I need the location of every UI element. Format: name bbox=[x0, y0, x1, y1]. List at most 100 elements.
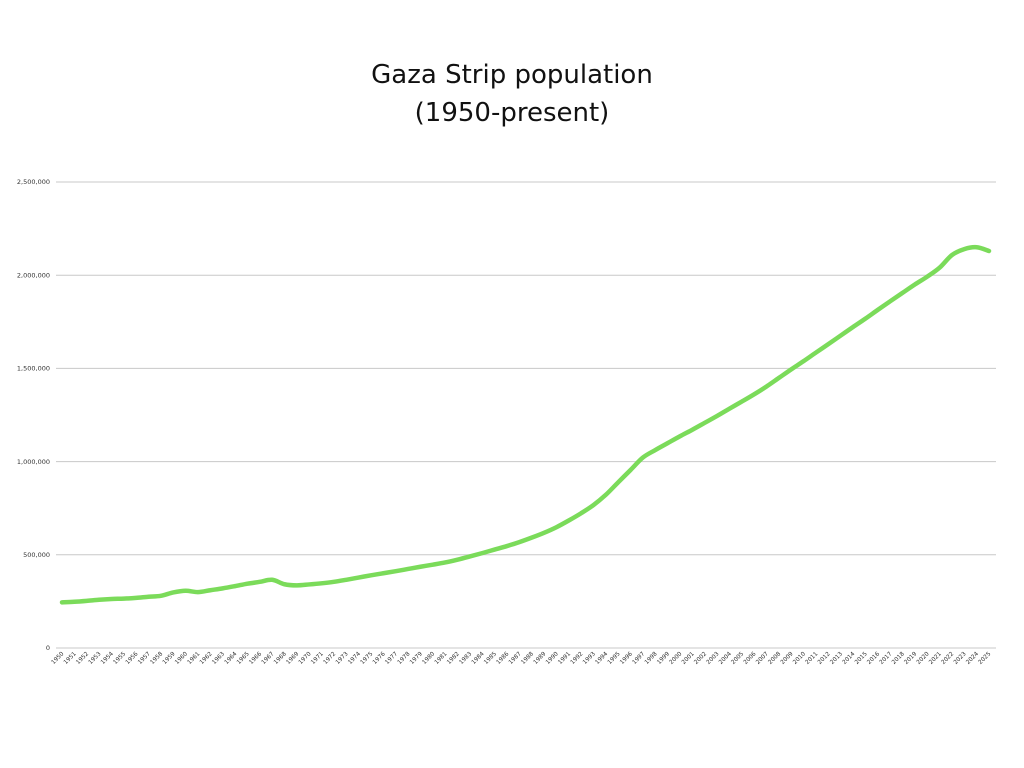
x-tick-label: 1959 bbox=[162, 651, 177, 666]
x-tick-label: 2006 bbox=[743, 651, 758, 666]
x-tick-label: 1957 bbox=[137, 651, 152, 666]
data-point-2024 bbox=[975, 245, 979, 249]
data-point-1991 bbox=[567, 519, 571, 523]
x-tick-label: 1997 bbox=[632, 651, 647, 666]
data-point-1998 bbox=[653, 448, 657, 452]
x-tick-label: 1990 bbox=[545, 651, 560, 666]
series-layer bbox=[59, 244, 992, 605]
x-tick-label: 2011 bbox=[805, 651, 820, 666]
data-point-1953 bbox=[97, 598, 101, 602]
x-tick-label: 2010 bbox=[792, 651, 807, 666]
data-point-1986 bbox=[505, 544, 509, 548]
x-tick-label: 1970 bbox=[298, 651, 313, 666]
data-point-2015 bbox=[863, 317, 867, 321]
data-point-1982 bbox=[456, 558, 460, 562]
data-point-2021 bbox=[938, 266, 942, 270]
y-tick-label: 1,000,000 bbox=[17, 458, 50, 466]
x-tick-label: 1972 bbox=[323, 651, 338, 666]
data-point-1981 bbox=[443, 560, 447, 564]
x-tick-label: 2002 bbox=[693, 651, 708, 666]
data-point-1971 bbox=[320, 581, 324, 585]
data-point-1974 bbox=[357, 576, 361, 580]
x-tick-label: 2001 bbox=[681, 651, 696, 666]
data-point-1989 bbox=[542, 531, 546, 535]
data-point-1968 bbox=[282, 582, 286, 586]
x-tick-label: 2000 bbox=[669, 651, 684, 666]
data-point-2004 bbox=[727, 407, 731, 411]
x-tick-label: 1960 bbox=[174, 651, 189, 666]
x-tick-label: 1977 bbox=[384, 651, 399, 666]
x-tick-label: 2004 bbox=[718, 651, 733, 666]
x-tick-label: 1992 bbox=[570, 651, 585, 666]
data-point-2010 bbox=[802, 359, 806, 363]
data-point-1963 bbox=[221, 586, 225, 590]
x-tick-label: 1962 bbox=[199, 651, 214, 666]
data-point-1995 bbox=[616, 480, 620, 484]
data-point-1994 bbox=[604, 493, 608, 497]
data-point-1990 bbox=[554, 525, 558, 529]
data-point-1966 bbox=[258, 580, 262, 584]
data-point-1951 bbox=[72, 600, 76, 604]
data-point-1972 bbox=[332, 580, 336, 584]
x-tick-label: 1984 bbox=[471, 651, 486, 666]
data-point-2022 bbox=[950, 253, 954, 257]
data-point-1977 bbox=[394, 569, 398, 573]
data-point-1956 bbox=[134, 596, 138, 600]
data-point-1969 bbox=[295, 583, 299, 587]
data-point-1976 bbox=[381, 571, 385, 575]
data-point-2001 bbox=[690, 428, 694, 432]
data-point-1961 bbox=[196, 590, 200, 594]
x-tick-label: 1983 bbox=[459, 651, 474, 666]
data-point-2000 bbox=[678, 434, 682, 438]
x-tick-label: 2022 bbox=[941, 651, 956, 666]
x-tick-label: 1989 bbox=[533, 651, 548, 666]
x-tick-label: 1987 bbox=[508, 651, 523, 666]
x-tick-label: 1953 bbox=[88, 651, 103, 666]
x-tick-label: 1973 bbox=[335, 651, 350, 666]
x-tick-label: 1979 bbox=[409, 651, 424, 666]
x-tick-label: 1966 bbox=[248, 651, 263, 666]
x-tick-label: 1958 bbox=[150, 651, 165, 666]
data-point-2002 bbox=[703, 421, 707, 425]
data-point-1967 bbox=[270, 578, 274, 582]
x-tick-label: 2008 bbox=[768, 651, 783, 666]
chart-title: Gaza Strip population (1950-present) bbox=[0, 56, 1024, 132]
x-tick-label: 1993 bbox=[582, 651, 597, 666]
x-tick-label: 1963 bbox=[211, 651, 226, 666]
data-point-1965 bbox=[245, 582, 249, 586]
x-tick-label: 2021 bbox=[928, 651, 943, 666]
chart-title-line-2: (1950-present) bbox=[414, 98, 610, 128]
x-tick-label: 1954 bbox=[100, 651, 115, 666]
data-point-1975 bbox=[369, 573, 373, 577]
data-point-1983 bbox=[468, 554, 472, 558]
data-point-1955 bbox=[122, 597, 126, 601]
data-point-1979 bbox=[418, 565, 422, 569]
x-tick-label: 1976 bbox=[372, 651, 387, 666]
x-tick-label: 2014 bbox=[842, 651, 857, 666]
data-point-1950 bbox=[60, 600, 64, 604]
x-tick-label: 1975 bbox=[360, 651, 375, 666]
data-point-1957 bbox=[147, 595, 151, 599]
y-tick-label: 2,500,000 bbox=[17, 178, 50, 186]
data-point-1954 bbox=[109, 597, 113, 601]
data-point-1970 bbox=[307, 582, 311, 586]
data-point-1997 bbox=[641, 455, 645, 459]
x-tick-label: 1999 bbox=[656, 651, 671, 666]
data-point-2017 bbox=[888, 299, 892, 303]
data-point-1978 bbox=[406, 567, 410, 571]
x-tick-label: 1978 bbox=[397, 651, 412, 666]
x-tick-label: 1991 bbox=[557, 651, 572, 666]
x-tick-label: 1956 bbox=[125, 651, 140, 666]
data-point-2018 bbox=[900, 291, 904, 295]
data-point-2006 bbox=[752, 392, 756, 396]
data-point-2011 bbox=[814, 351, 818, 355]
data-point-1993 bbox=[591, 503, 595, 507]
data-point-1988 bbox=[530, 536, 534, 540]
data-point-2008 bbox=[777, 376, 781, 380]
data-point-2009 bbox=[789, 367, 793, 371]
x-tick-label: 1965 bbox=[236, 651, 251, 666]
y-tick-label: 0 bbox=[46, 644, 50, 652]
x-tick-label: 2016 bbox=[866, 651, 881, 666]
x-tick-label: 1986 bbox=[496, 651, 511, 666]
